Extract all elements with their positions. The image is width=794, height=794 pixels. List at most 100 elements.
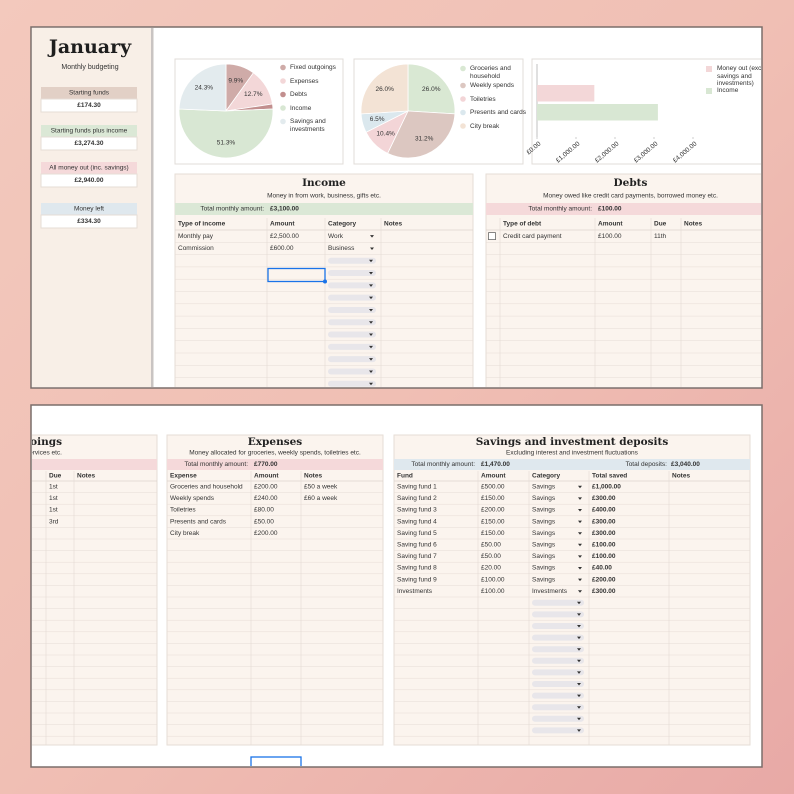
legend-label: City break	[470, 122, 500, 130]
summary-value-bg	[40, 173, 138, 188]
dropdown-arrow[interactable]	[369, 382, 373, 386]
column-header: Amount	[598, 221, 623, 228]
dropdown-arrow[interactable]	[369, 272, 373, 275]
dropdown-arrow[interactable]	[369, 321, 373, 324]
dropdown-arrow[interactable]	[369, 345, 373, 349]
checkbox[interactable]	[488, 232, 496, 240]
dropdown-arrow[interactable]	[577, 625, 581, 628]
dropdown-arrow[interactable]	[577, 648, 581, 651]
cell: £150.00	[481, 518, 505, 525]
dropdown[interactable]	[328, 368, 376, 375]
total-label: Total monthly amount:	[200, 206, 264, 213]
dropdown-arrow[interactable]	[578, 578, 582, 582]
dropdown-arrow[interactable]	[578, 532, 582, 535]
dropdown[interactable]	[328, 380, 376, 387]
dropdown-arrow[interactable]	[577, 717, 581, 721]
cell: Savings	[532, 484, 556, 491]
dropdown-arrow[interactable]	[578, 520, 582, 524]
dropdown-arrow[interactable]	[578, 485, 582, 489]
dropdown[interactable]	[328, 356, 376, 363]
dropdown-arrow[interactable]	[577, 729, 581, 732]
cell: £20.00	[481, 565, 501, 572]
dropdown[interactable]	[328, 319, 376, 326]
dropdown-arrow[interactable]	[577, 636, 581, 640]
dropdown-arrow[interactable]	[369, 296, 373, 300]
cell: £300.00	[592, 588, 616, 595]
summary-label: Starting funds	[69, 90, 110, 97]
column-header: Notes	[77, 473, 95, 480]
selected-cell[interactable]	[267, 267, 326, 283]
legend-label-box: Income	[717, 87, 738, 94]
total-label: Total deposits:	[625, 461, 667, 468]
cell: 1st	[49, 495, 58, 502]
total-bar	[175, 203, 473, 215]
dropdown[interactable]	[532, 704, 584, 711]
dropdown-arrow[interactable]	[369, 308, 373, 312]
dropdown[interactable]	[532, 681, 584, 687]
dropdown-arrow[interactable]	[578, 509, 582, 512]
dropdown-arrow[interactable]	[577, 659, 581, 663]
cell: Commission	[178, 245, 214, 252]
dropdown-arrow[interactable]	[370, 247, 374, 250]
cell: Groceries and household	[170, 484, 243, 491]
total-bar	[394, 459, 750, 470]
dropdown[interactable]	[532, 692, 584, 699]
legend-label: Money out (exc. savings and investments)	[717, 65, 764, 87]
cell: £200.00	[254, 530, 278, 537]
cell: £500.00	[481, 484, 505, 491]
dropdown-arrow[interactable]	[370, 235, 374, 238]
selected-cell[interactable]	[250, 756, 302, 769]
dropdown-arrow[interactable]	[577, 706, 581, 709]
column-header: Notes	[672, 473, 690, 480]
dropdown-arrow[interactable]	[578, 555, 582, 558]
dropdown[interactable]	[328, 343, 376, 350]
cell: £150.00	[481, 495, 505, 502]
dropdown[interactable]	[328, 282, 376, 289]
dropdown-arrow[interactable]	[577, 694, 581, 698]
total-value: £1,470.00	[481, 461, 510, 468]
dropdown[interactable]	[532, 727, 584, 734]
dropdown[interactable]	[328, 294, 376, 301]
legend-label: Presents and cards	[470, 109, 527, 116]
dropdown-arrow[interactable]	[578, 497, 582, 500]
dropdown-arrow[interactable]	[578, 543, 582, 547]
total-label: Total monthly amount:	[184, 461, 248, 468]
dropdown[interactable]	[532, 646, 584, 653]
dropdown-arrow[interactable]	[578, 567, 582, 570]
column-header: Category	[328, 221, 357, 228]
dropdown-arrow[interactable]	[577, 671, 581, 674]
cell: 11th	[654, 233, 667, 240]
dropdown[interactable]	[532, 623, 584, 629]
dropdown[interactable]	[532, 599, 584, 606]
dropdown-arrow[interactable]	[369, 284, 373, 287]
dropdown[interactable]	[328, 331, 376, 338]
dropdown-arrow[interactable]	[369, 333, 373, 337]
dropdown[interactable]	[328, 306, 376, 313]
cell: £300.00	[592, 495, 616, 502]
dropdown[interactable]	[532, 657, 584, 664]
slice-label: 31.2%	[415, 135, 434, 142]
dropdown[interactable]	[328, 270, 376, 277]
dropdown-arrow[interactable]	[577, 683, 581, 686]
cell: Saving fund 3	[397, 507, 437, 514]
fill-handle[interactable]	[323, 279, 327, 284]
dropdown[interactable]	[532, 634, 584, 641]
dropdown-arrow[interactable]	[369, 358, 373, 361]
legend-label: Income	[290, 104, 312, 112]
cell: £100.00	[592, 553, 616, 560]
summary-label-bg	[41, 203, 137, 215]
dropdown[interactable]	[532, 611, 584, 618]
dropdown[interactable]	[328, 257, 376, 264]
dropdown[interactable]	[532, 669, 584, 676]
dropdown-arrow[interactable]	[578, 590, 582, 593]
dropdown-arrow[interactable]	[577, 613, 581, 616]
dropdown-arrow[interactable]	[577, 601, 581, 605]
total-value: £3,100.00	[270, 206, 299, 213]
dropdown-arrow[interactable]	[369, 370, 373, 373]
cell: £100.00	[481, 576, 505, 583]
dropdown-arrow[interactable]	[369, 259, 373, 263]
cell: Savings	[532, 495, 556, 502]
dropdown[interactable]	[532, 715, 584, 722]
cell: Saving fund 6	[397, 542, 437, 549]
